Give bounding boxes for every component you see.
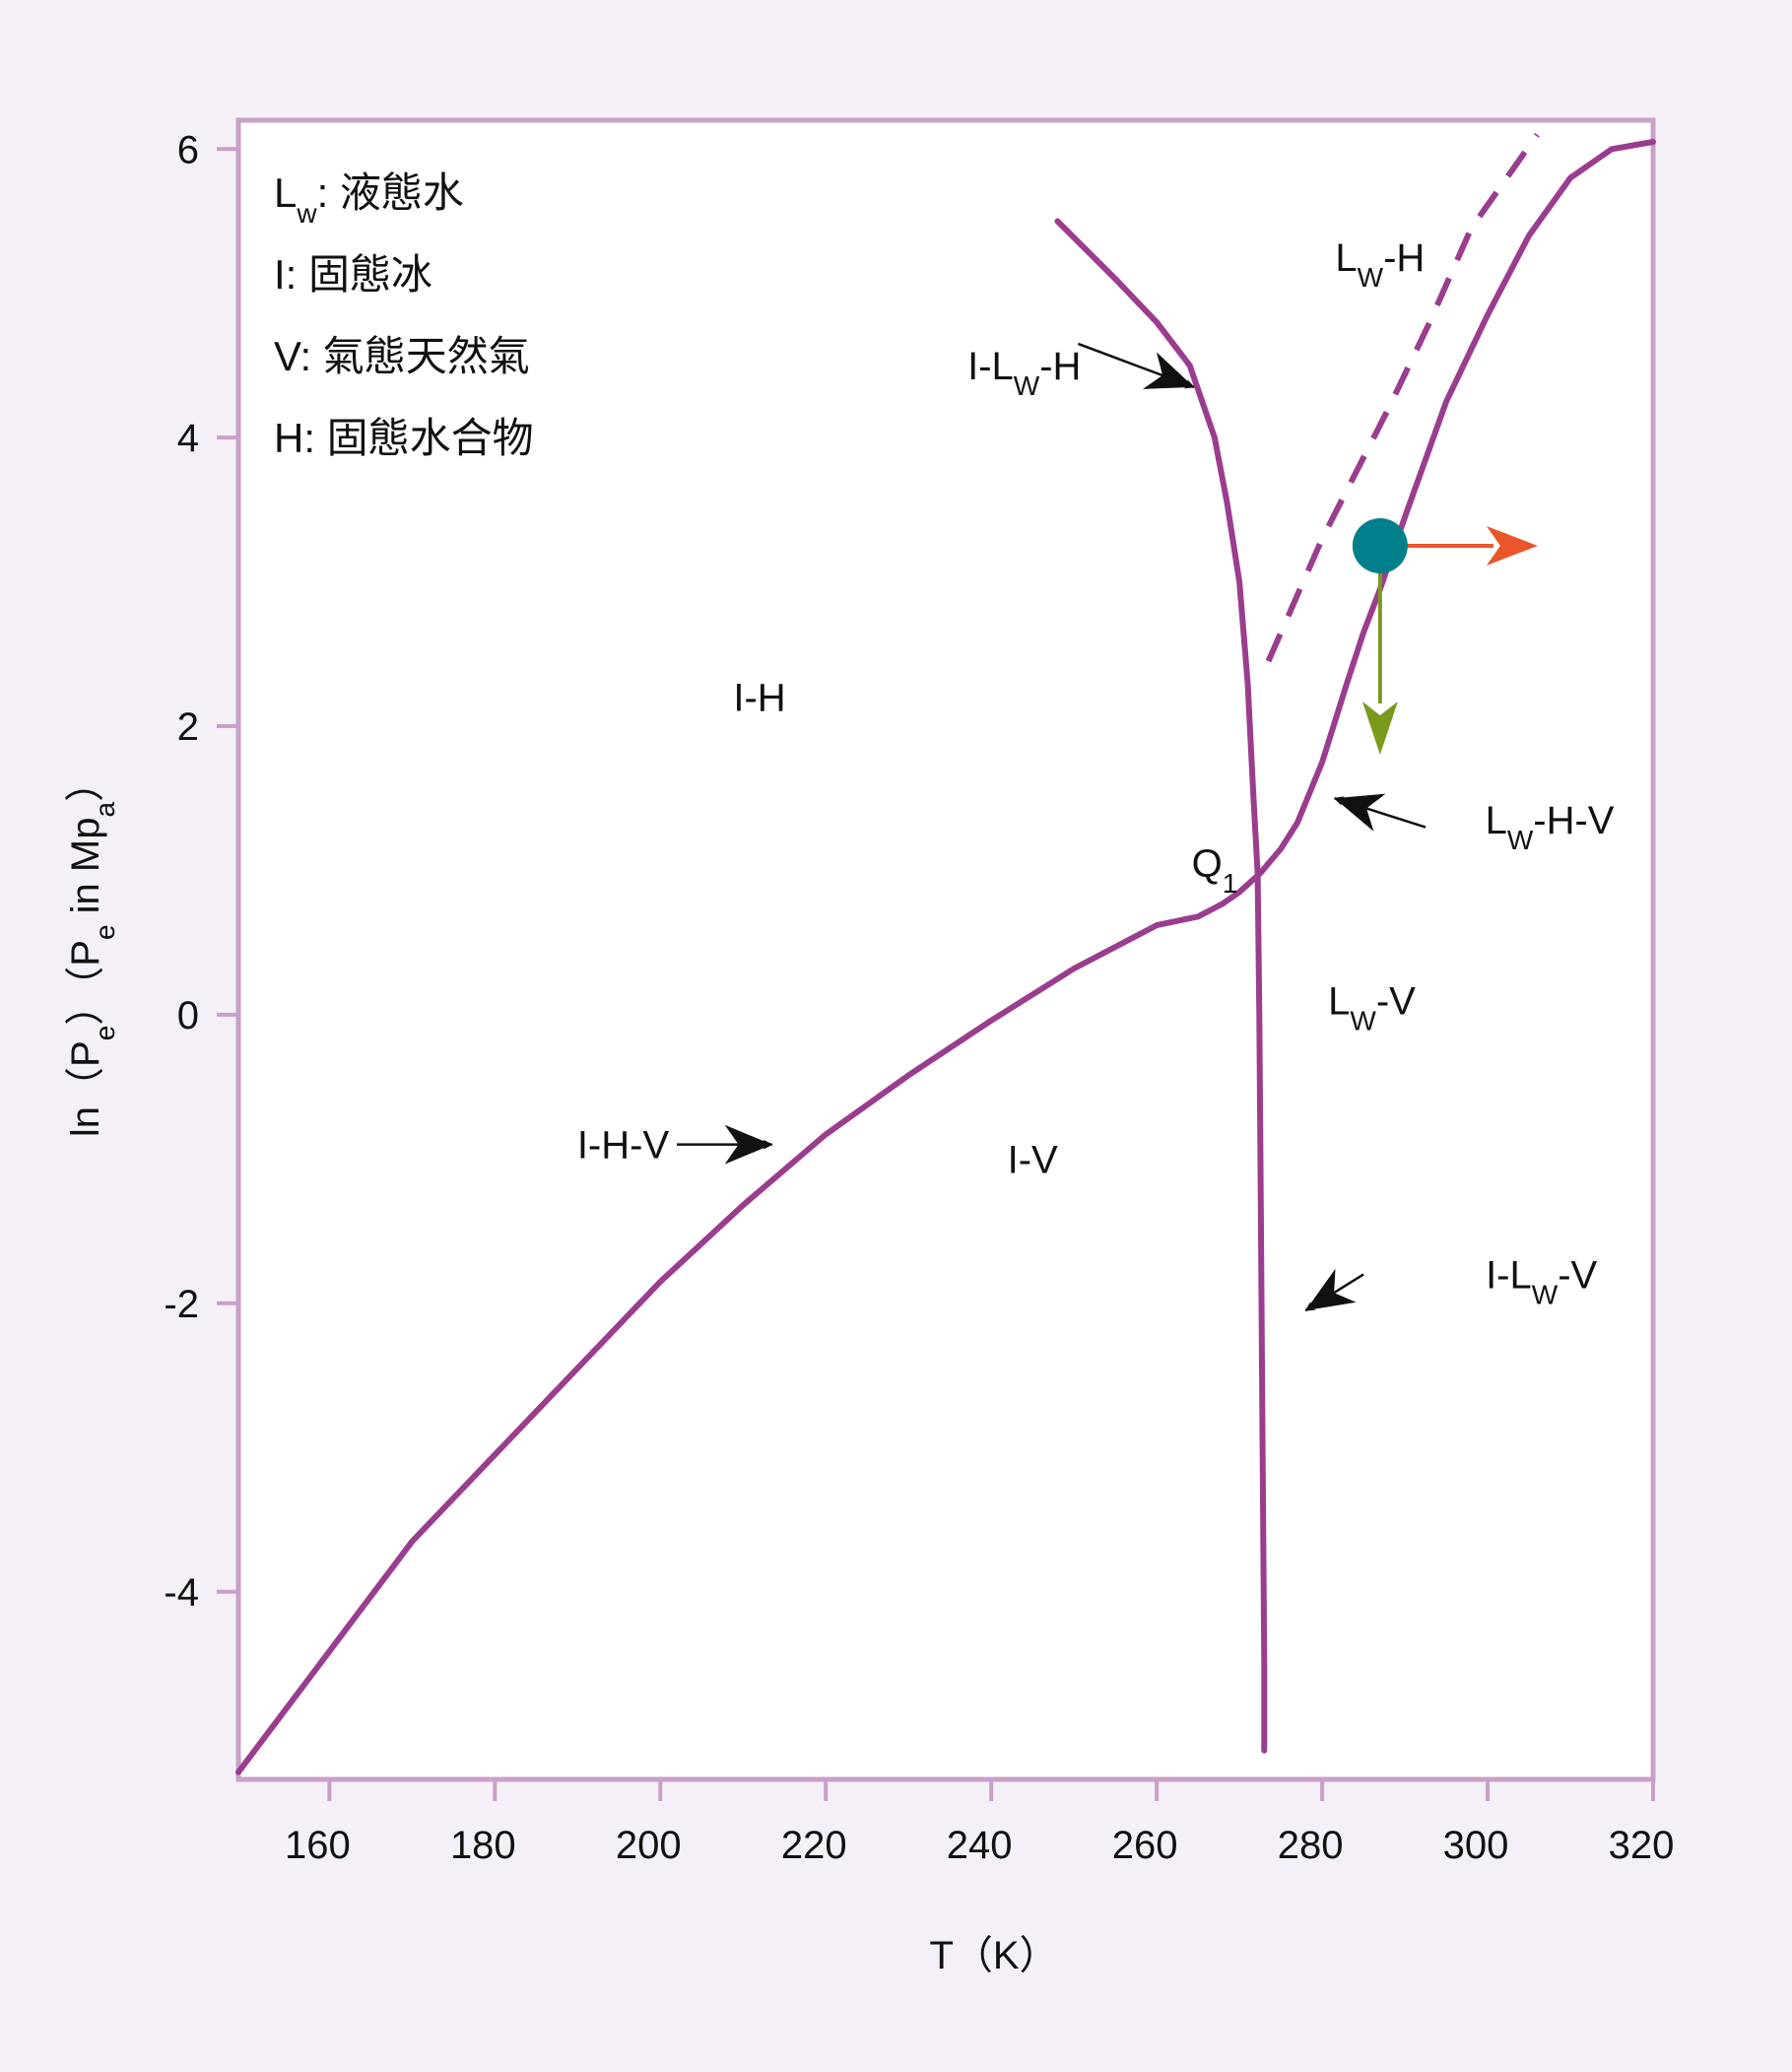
x-tick-label: 240 <box>947 1824 1013 1867</box>
x-tick-label: 320 <box>1609 1824 1675 1867</box>
x-axis-title: T（K） <box>929 1934 1058 1977</box>
phase-region-label: I-H <box>733 677 785 720</box>
x-tick-label: 280 <box>1278 1824 1344 1867</box>
phase-region-label: LW-H <box>1335 236 1425 293</box>
annotations: I-LW-H I-H-V LW-H-V I-LW-V Q1 <box>577 342 1615 1312</box>
plot-area-frame <box>235 117 1656 1782</box>
y-tick-label: 0 <box>177 994 199 1037</box>
legend: Lw: 液態水 I: 固態冰 V: 氣態天然氣 H: 固態水合物 <box>274 169 534 461</box>
phase-curve-lw-h_metastable <box>1265 132 1540 663</box>
y-tick-label: 2 <box>177 705 199 749</box>
state-point-group <box>1352 517 1538 755</box>
legend-entry: V: 氣態天然氣 <box>274 333 530 379</box>
pointer-arrow-head <box>1334 793 1386 832</box>
x-tick-label: 260 <box>1112 1824 1178 1867</box>
pressure-arrow-head <box>1361 701 1398 755</box>
pointer-arrow-head <box>1305 1268 1357 1311</box>
legend-entry: I: 固態冰 <box>274 251 432 298</box>
x-tick-label: 220 <box>781 1824 847 1867</box>
y-tick-label: -2 <box>164 1283 199 1326</box>
x-tick-label: 160 <box>285 1824 351 1867</box>
phase-curves <box>235 132 1656 1775</box>
axis-ticks: 160 180 200 220 240 260 280 300 320 -4 -2 0 2 4 6 <box>164 128 1674 1867</box>
pointer-arrow-head <box>724 1124 772 1165</box>
pointer-arrow-head <box>1142 352 1194 389</box>
x-tick-label: 200 <box>616 1824 682 1867</box>
state-point <box>1352 517 1408 573</box>
phase-region-label: LW-V <box>1328 979 1416 1036</box>
phase-region-label: I-V <box>1008 1138 1058 1181</box>
legend-entry: Lw: 液態水 <box>274 169 464 229</box>
curve-label: I-LW-V <box>1486 1253 1597 1309</box>
legend-entry: H: 固態水合物 <box>274 415 534 461</box>
curve-label: LW-H-V <box>1486 799 1615 855</box>
x-tick-label: 300 <box>1443 1824 1509 1867</box>
x-tick-label: 180 <box>450 1824 516 1867</box>
temperature-arrow-head <box>1486 525 1538 566</box>
y-tick-label: -4 <box>164 1571 199 1615</box>
y-axis-title: ln（Pe）（Pe in Mpa） <box>64 763 120 1137</box>
region-labels: LW-H I-H I-V LW-V <box>733 236 1425 1181</box>
curve-label: Q1 <box>1192 842 1238 899</box>
y-tick-label: 4 <box>177 417 199 460</box>
phase-curve-i-lw-h_and_i-lw-v <box>1054 218 1268 1754</box>
curve-label: I-LW-H <box>967 345 1081 401</box>
y-tick-label: 6 <box>177 128 199 171</box>
curve-label: I-H-V <box>577 1124 670 1168</box>
